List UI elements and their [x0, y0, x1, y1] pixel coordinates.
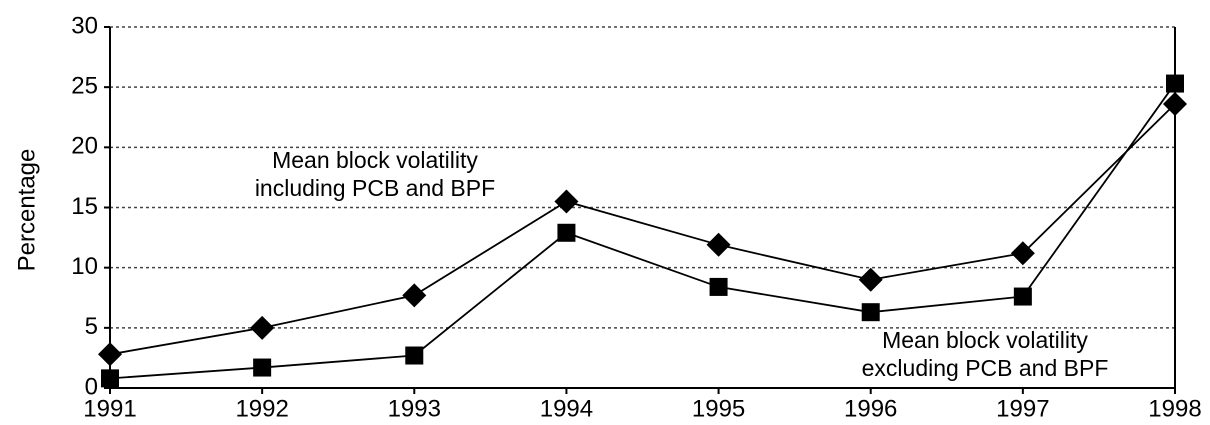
series-line: [109, 103, 1176, 356]
annotation: Mean block volatility: [272, 147, 478, 173]
diamond-marker: [858, 267, 883, 292]
diamond-marker: [1010, 241, 1035, 266]
series-line: [109, 83, 1176, 380]
diamond-marker: [706, 232, 731, 257]
annotation: including PCB and BPF: [255, 175, 495, 201]
x-tick-label: 1995: [692, 395, 745, 422]
square-marker: [1166, 74, 1184, 93]
diamond-marker: [402, 283, 427, 308]
diamond-marker: [554, 189, 579, 214]
square-marker: [557, 223, 576, 242]
x-tick-label: 1992: [235, 395, 288, 422]
x-tick-label: 1997: [996, 395, 1049, 422]
x-tick-label: 1994: [540, 395, 593, 422]
y-tick-label: 20: [71, 133, 98, 160]
annotation: Mean block volatility: [882, 327, 1088, 353]
y-tick-label: 25: [71, 73, 98, 100]
square-marker: [1013, 287, 1032, 306]
square-marker: [861, 303, 880, 322]
y-axis-label: Percentage: [13, 149, 40, 272]
y-tick-label: 30: [71, 12, 98, 39]
y-tick-label: 0: [85, 373, 98, 400]
x-tick-label: 1996: [844, 395, 897, 422]
diamond-marker: [98, 342, 122, 367]
diamond-marker: [1163, 92, 1187, 117]
x-tick-label: 1991: [83, 395, 136, 422]
square-marker: [253, 358, 272, 377]
square-marker: [101, 369, 119, 388]
diamond-marker: [250, 315, 275, 340]
square-marker: [709, 277, 728, 296]
x-tick-label: 1993: [388, 395, 441, 422]
square-marker: [405, 346, 424, 365]
annotation: excluding PCB and BPF: [862, 355, 1109, 381]
x-tick-label: 1998: [1148, 395, 1201, 422]
y-tick-label: 10: [71, 253, 98, 280]
y-tick-label: 5: [85, 313, 98, 340]
y-tick-label: 15: [71, 193, 98, 220]
